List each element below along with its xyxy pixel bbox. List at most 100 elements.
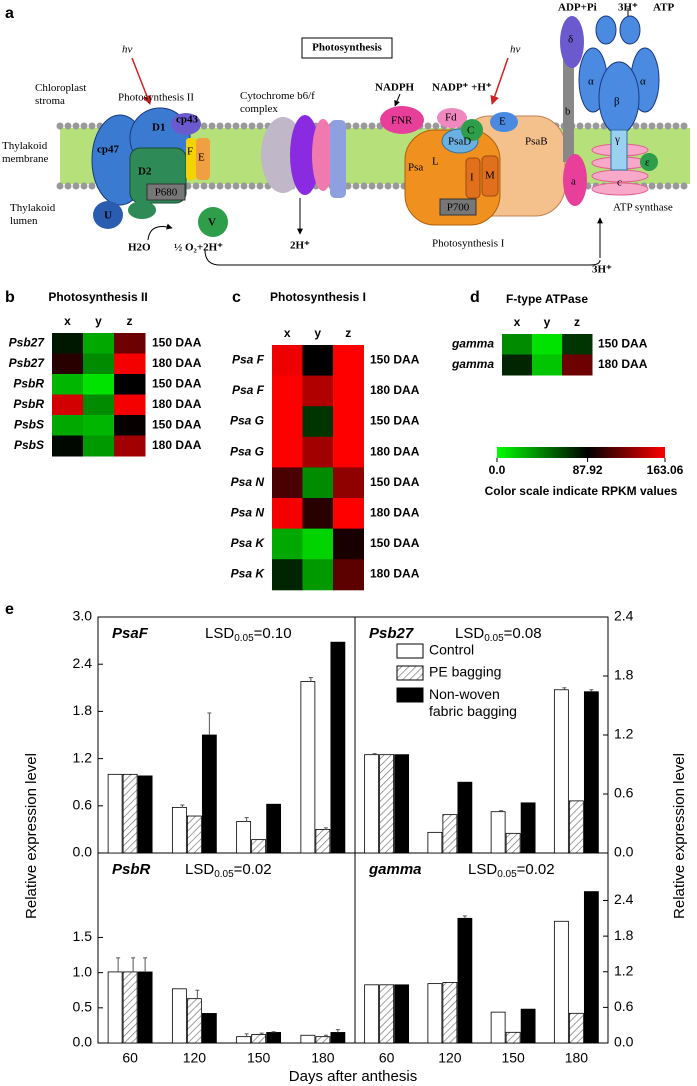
y-tick-label: 1.5: [73, 928, 93, 944]
diagram-label: γ: [614, 134, 620, 146]
heat-cell: [333, 528, 364, 560]
bar: [553, 920, 569, 1044]
y-tick-label: 1.8: [73, 702, 93, 718]
lsd-value: =0.02: [234, 861, 272, 878]
panel-label: e: [5, 601, 14, 618]
title-box: [301, 37, 393, 59]
condition-label: 180 DAA: [152, 397, 202, 411]
protein: [330, 120, 346, 198]
x-tick-label: 120: [438, 1050, 462, 1066]
lsd-value: =0.02: [517, 861, 555, 878]
condition-label: 180 DAA: [152, 356, 202, 370]
protein: [146, 183, 186, 201]
y-tick-label: 2.4: [73, 655, 93, 671]
protein: [196, 138, 210, 180]
protein: [563, 154, 587, 206]
heat-cell: [302, 559, 334, 591]
proton-path: [204, 249, 601, 266]
heat-cell: [333, 406, 364, 438]
y-tick-label: 0.0: [73, 1034, 93, 1050]
heat-cell: [272, 375, 303, 407]
protein: [93, 201, 123, 229]
bar: [364, 754, 380, 854]
heat-cell: [83, 415, 115, 436]
diagram-label: C: [467, 125, 474, 137]
condition-label: 150 DAA: [370, 414, 420, 428]
chart-title: PsaF: [112, 625, 149, 642]
legend-swatch: [396, 665, 424, 681]
heat-cell: [83, 374, 115, 395]
bar: [201, 1013, 217, 1044]
gene-label: PsbR: [13, 397, 44, 411]
diagram-label: U: [104, 210, 112, 222]
lsd-value: =0.08: [504, 625, 542, 642]
legend-label: Non-woven fabric bagging: [429, 686, 517, 719]
protein: [437, 108, 467, 128]
x-tick-label: 60: [122, 1050, 138, 1066]
condition-label: 180 DAA: [598, 357, 648, 371]
gene-label: Psb27: [9, 335, 46, 349]
text-line: Thylakoid: [10, 202, 58, 214]
color-tick-label: 87.92: [573, 463, 603, 477]
y-tick-label: 0.6: [614, 998, 634, 1014]
heat-cell: [83, 353, 115, 375]
gene-label: Psa N: [231, 475, 265, 489]
column-label: y: [95, 314, 102, 328]
lsd-sub: 0.05: [484, 633, 504, 644]
diagram-label: PsaB: [525, 136, 548, 148]
heat-cell: [52, 333, 84, 354]
bar: [236, 821, 252, 854]
diagram-label: E: [198, 152, 205, 164]
heat-cell: [302, 436, 334, 468]
bar: [520, 802, 536, 854]
y-tick-label: 0.5: [73, 999, 93, 1015]
color-scale-caption: Color scale indicate RPKM values: [485, 484, 678, 498]
condition-label: 150 DAA: [152, 376, 202, 390]
diagram-label: Cytochrome b6/f complex: [240, 90, 318, 115]
bar: [171, 806, 187, 854]
diagram-label: 3H⁺: [592, 264, 612, 276]
heat-cell: [562, 354, 593, 376]
bar: [505, 1031, 521, 1044]
heat-cell: [114, 394, 146, 416]
bar: [201, 734, 217, 854]
protein: [312, 119, 334, 191]
diagram-label: NADP⁺ +H⁺: [432, 82, 492, 94]
lsd-name: LSD: [468, 861, 497, 878]
heat-cell: [272, 528, 303, 560]
protein: [380, 106, 424, 134]
bar: [330, 1032, 346, 1044]
x-tick-label: 180: [565, 1050, 589, 1066]
y-tick-label: 0.0: [73, 844, 93, 860]
panel-label: a: [5, 5, 14, 22]
diagram-label: P700: [447, 202, 470, 214]
diagram-label: hv: [510, 44, 521, 56]
lsd-sub: 0.05: [214, 869, 234, 880]
condition-label: 150 DAA: [152, 417, 202, 431]
light-arrow: [490, 57, 509, 105]
gene-label: Psa K: [231, 567, 266, 581]
bar: [186, 815, 202, 854]
y-tick-label: 1.8: [614, 927, 634, 943]
protein: [439, 198, 477, 216]
lsd-name: LSD: [455, 625, 484, 642]
heat-cell: [532, 354, 563, 376]
protein: [465, 157, 481, 199]
condition-label: 150 DAA: [152, 335, 202, 349]
gene-label: gamma: [451, 336, 494, 350]
text-line: Cytochrome b6/f: [240, 90, 318, 102]
diagram-label: Thylakoid membrane: [2, 140, 50, 165]
bar: [330, 641, 346, 854]
gene-label: Psa K: [231, 536, 266, 550]
text-line: complex: [240, 103, 278, 115]
panel-label: d: [470, 289, 480, 306]
diagram-label: δ: [568, 34, 573, 46]
bar: [266, 803, 282, 854]
bar: [394, 754, 410, 854]
heat-cell: [272, 406, 303, 438]
heat-cell: [114, 415, 146, 436]
bar: [300, 1034, 316, 1044]
protein: [595, 15, 617, 45]
diagram-label: ½ O₂+2H⁺: [174, 242, 223, 254]
